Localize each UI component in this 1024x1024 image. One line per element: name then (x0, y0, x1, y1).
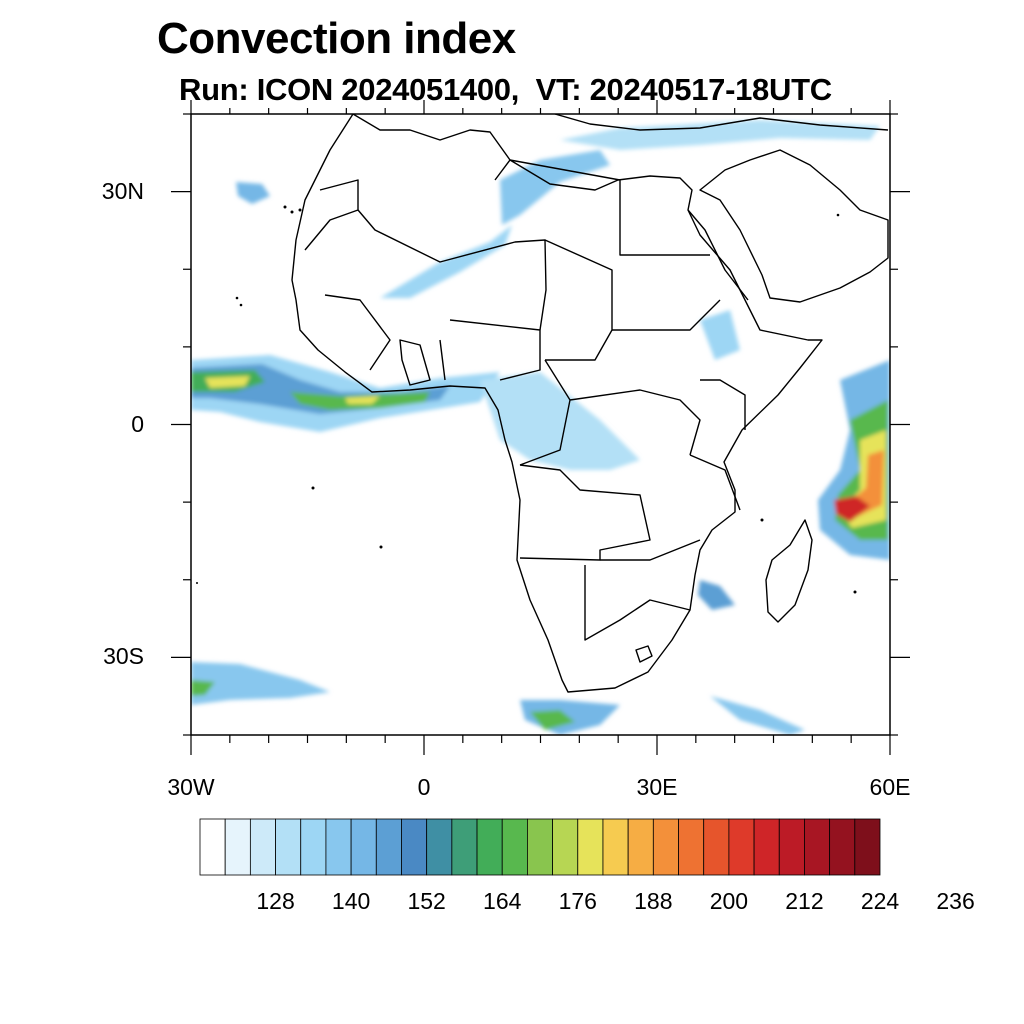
ethiopia-cell (700, 310, 740, 360)
colorbar-label: 140 (331, 888, 371, 914)
colorbar-bin (804, 818, 831, 876)
colorbar-label: 212 (785, 888, 824, 914)
y-tick-label: 30N (101, 177, 144, 204)
x-tick-label: 30E (636, 774, 678, 800)
cyclone-red (834, 496, 870, 522)
colorbar-bin (451, 818, 478, 876)
colorbar-bin (275, 818, 302, 876)
colorbar-label: 200 (709, 888, 749, 914)
southern-band-3 (710, 696, 805, 735)
convection-field (191, 120, 890, 735)
chart-subtitle: Run: ICON 2024051400, VT: 20240517-18UTC (179, 72, 832, 107)
border-16 (700, 379, 746, 430)
colorbar-bin (854, 818, 881, 876)
border-15 (304, 179, 359, 251)
border-6 (519, 359, 571, 466)
border-11 (689, 454, 741, 511)
europe-coast (554, 114, 889, 131)
colorbar-label: 164 (483, 888, 522, 914)
border-9 (600, 539, 701, 561)
colorbar-label: 176 (558, 888, 597, 914)
colorbar-bin (577, 818, 604, 876)
colorbar-bin (375, 818, 402, 876)
sahel-streak-1 (380, 225, 512, 298)
southern-band-green-2 (530, 710, 575, 730)
colorbar-label: 188 (634, 888, 673, 914)
colorbar-bin (829, 818, 856, 876)
x-tick-label: 30W (167, 774, 215, 800)
colorbar-label: 128 (256, 888, 295, 914)
colorbar-bin (501, 818, 528, 876)
colorbar-label: 152 (407, 888, 446, 914)
x-tick-label: 60E (869, 774, 911, 800)
border-8 (519, 464, 651, 561)
colorbar-label: 224 (860, 888, 900, 914)
border-3 (544, 239, 613, 361)
colorbar-bin (728, 818, 755, 876)
chart-title: Convection index (157, 14, 516, 63)
lake-south (635, 645, 653, 663)
border-4 (612, 299, 721, 331)
coastlines-and-borders (291, 114, 889, 693)
itcz-core-yellow-2 (345, 396, 380, 404)
colorbar-bin (224, 818, 251, 876)
border-7 (569, 389, 701, 456)
colorbar-bin (678, 818, 705, 876)
border-1 (357, 209, 547, 331)
border-10 (584, 565, 691, 641)
colorbar-bin (778, 818, 805, 876)
moz-channel-cell (698, 580, 735, 610)
border-5 (449, 319, 541, 381)
southern-band-green (191, 680, 215, 696)
colorbar-bin (627, 818, 654, 876)
colorbar-bin (476, 818, 503, 876)
canary-cell (236, 182, 270, 204)
border-2 (494, 159, 710, 256)
y-tick-label: 0 (131, 410, 144, 437)
colorbar-bin (300, 818, 327, 876)
y-tick-label: 30S (103, 643, 144, 670)
southern-band-1 (191, 662, 330, 705)
colorbar-bin (652, 818, 679, 876)
itcz-core-yellow (205, 376, 250, 388)
arabia-coastline (699, 149, 889, 303)
border-14 (324, 294, 391, 371)
border-12 (399, 339, 431, 386)
colorbar-bin (527, 818, 553, 876)
colorbar-bin (249, 818, 276, 876)
colorbar-bin (401, 818, 428, 876)
madagascar-coastline (765, 519, 813, 623)
border-13 (439, 339, 446, 381)
colorbar-bin (199, 818, 226, 876)
colorbar-bin (602, 818, 629, 876)
colorbar-bin (325, 818, 352, 876)
sahel-streak-2 (500, 150, 610, 225)
colorbar-bin (753, 818, 780, 876)
colorbar-bin (703, 818, 730, 876)
sinai-redsea (687, 209, 749, 301)
colorbar (199, 818, 881, 876)
colorbar-bin (552, 818, 579, 876)
colorbar-bin (350, 818, 377, 876)
central-africa-cell (480, 372, 640, 470)
med-band (560, 120, 880, 150)
colorbar-bin (426, 818, 453, 876)
scattered-islands (196, 205, 857, 594)
colorbar-label: 236 (936, 888, 975, 914)
axis-ticks (171, 100, 910, 755)
x-tick-label: 0 (417, 774, 431, 800)
